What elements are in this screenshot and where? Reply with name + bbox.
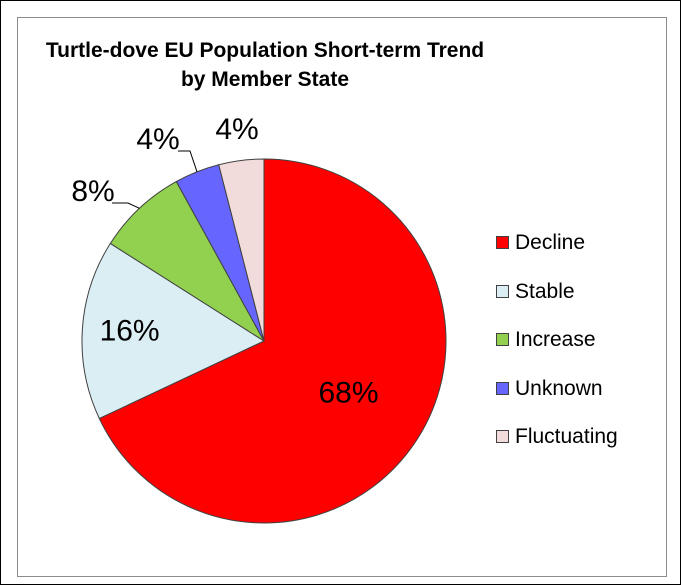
legend-swatch-decline	[496, 236, 509, 249]
slice-label-unknown: 4%	[136, 123, 179, 156]
pie-slice-stable	[81, 242, 266, 420]
legend-label-fluctuating: Fluctuating	[515, 425, 618, 448]
pie-slice-decline	[98, 158, 447, 524]
legend-swatch-stable	[496, 284, 509, 298]
slice-label-fluctuating: 4%	[215, 113, 258, 146]
legend-label-stable: Stable	[515, 279, 575, 303]
chart-title-line-2: by Member State	[180, 68, 350, 91]
legend-label-decline: Decline	[515, 231, 586, 254]
legend-label-increase: Increase	[515, 328, 596, 351]
leader-line-increase	[112, 202, 140, 209]
pie-slice-fluctuating	[218, 158, 265, 342]
leader-line-unknown	[178, 150, 198, 172]
slice-label-stable: 16%	[100, 314, 160, 347]
chart-area	[17, 17, 667, 577]
pie-slice-increase	[109, 180, 265, 342]
leader-lines	[112, 150, 198, 209]
slice-label-increase: 8%	[71, 175, 114, 208]
pie-slices	[81, 158, 447, 524]
chart-title-line-1: Turtle-dove EU Population Short-term Tre…	[45, 39, 485, 62]
legend-swatch-unknown	[496, 381, 509, 395]
slice-label-decline: 68%	[318, 377, 378, 410]
legend-swatch-increase	[496, 333, 509, 346]
legend-swatch-fluctuating	[496, 430, 509, 443]
chart-title: Turtle-dove EU Population Short-term Tre…	[30, 36, 500, 94]
slice-labels: 68% 16% 8% 4% 4%	[71, 113, 378, 410]
legend-label-unknown: Unknown	[515, 376, 603, 400]
